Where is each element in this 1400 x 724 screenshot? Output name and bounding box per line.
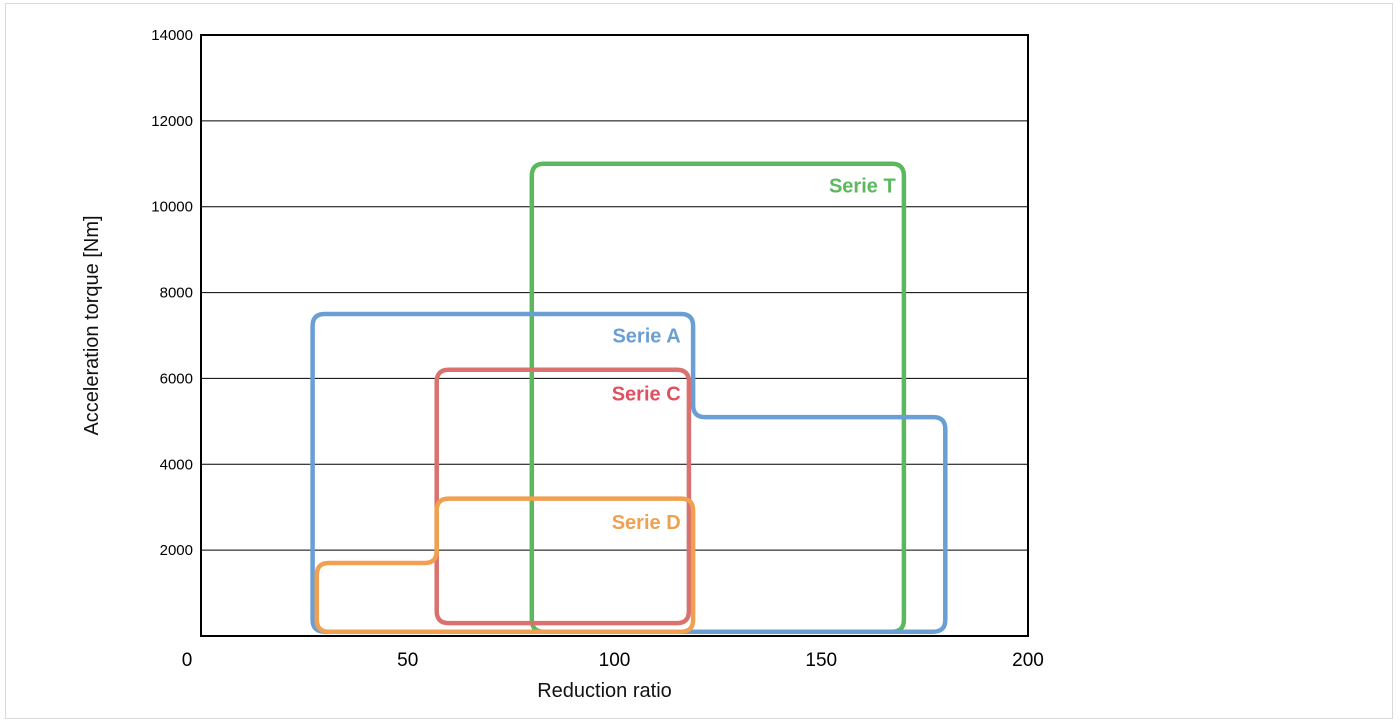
y-tick-label: 2000 bbox=[160, 542, 193, 559]
grid-lines bbox=[201, 120, 1028, 551]
x-axis-label: Reduction ratio bbox=[537, 680, 672, 702]
plot-border bbox=[200, 34, 1029, 637]
serie-a-outline bbox=[310, 311, 948, 634]
serie-c-outline bbox=[434, 367, 692, 626]
x-tick-label: 100 bbox=[599, 650, 631, 671]
y-tick-label: 10000 bbox=[151, 199, 193, 216]
y-tick-label: 12000 bbox=[151, 113, 193, 130]
serie-d-outline bbox=[314, 496, 696, 634]
y-tick-label: 4000 bbox=[160, 456, 193, 473]
series-labels: Serie T Serie A Serie C Serie D bbox=[612, 175, 896, 534]
serie-a-label: Serie A bbox=[612, 326, 680, 348]
y-axis-label: Acceleration torque [Nm] bbox=[81, 215, 103, 435]
serie-t-outline bbox=[529, 161, 907, 634]
chart-frame bbox=[5, 3, 1393, 719]
y-tick-label: 6000 bbox=[160, 370, 193, 387]
serie-c-label: Serie C bbox=[612, 383, 681, 405]
serie-d-label: Serie D bbox=[612, 512, 681, 534]
x-tick-labels: 0 50 100 150 200 bbox=[182, 650, 1044, 671]
x-tick-label: 50 bbox=[397, 650, 418, 671]
y-tick-labels: 2000 4000 6000 8000 10000 12000 14000 bbox=[151, 27, 193, 559]
serie-t-label: Serie T bbox=[829, 175, 896, 197]
series-outlines bbox=[310, 161, 948, 634]
x-tick-label: 0 bbox=[182, 650, 193, 671]
x-tick-label: 200 bbox=[1012, 650, 1044, 671]
x-tick-label: 150 bbox=[805, 650, 837, 671]
y-tick-label: 14000 bbox=[151, 27, 193, 44]
y-tick-label: 8000 bbox=[160, 285, 193, 302]
